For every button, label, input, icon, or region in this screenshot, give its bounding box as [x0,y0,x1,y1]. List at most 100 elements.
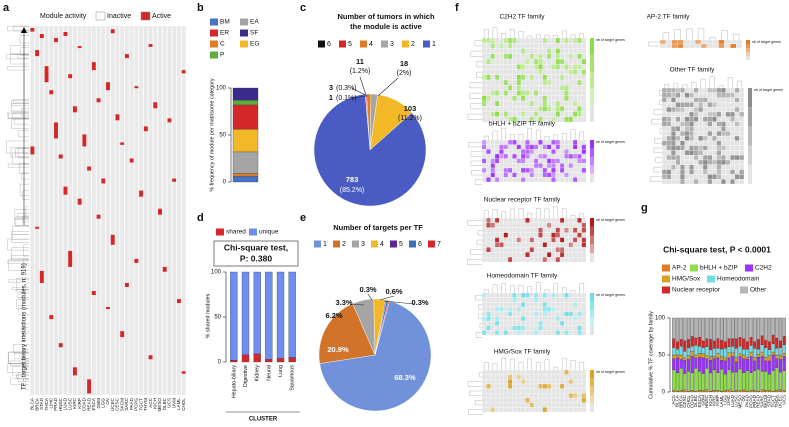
family-cell [568,53,574,60]
family-cell [730,155,736,161]
bar-segment [694,345,698,356]
family-cell [555,237,561,243]
family-cell [572,227,578,233]
family-cell [739,150,745,156]
arrow-head [21,27,27,33]
family-cell [494,69,500,75]
family-cell [516,292,522,298]
family-cell [568,37,574,44]
family-cell [538,149,543,155]
family-cell [551,217,556,224]
family-cell [564,252,569,258]
family-cell [581,232,587,238]
legend-swatch [216,228,224,236]
family-cell [581,74,587,81]
dendrogram [13,26,29,32]
dendrogram [470,151,482,157]
active-cell [39,270,44,283]
family-cell [568,252,574,258]
family-cell [529,330,535,336]
bar-segment [738,337,742,347]
family-cell [520,69,526,75]
bar-segment [232,104,259,130]
family-cell [581,325,587,331]
active-cell [172,178,177,182]
bar-segment [745,359,750,371]
family-cell [559,144,565,150]
family-cell [711,116,717,122]
family-cell [581,393,587,399]
bar-segment [253,353,261,363]
family-cell [529,402,535,408]
data-label: 0.6% [385,287,402,296]
family-cell [725,97,731,103]
bar-segment [771,343,775,353]
family-cell [503,320,509,326]
column-label: SARC [124,397,129,410]
family-cell [675,116,681,122]
family-cell [568,111,574,117]
family-cell [507,79,513,86]
dendrogram [8,352,29,364]
family-cell [577,379,582,385]
family-cell [564,149,569,155]
family-cell [559,388,565,394]
family-cell [680,107,685,113]
dendrogram [553,134,558,140]
dendrogram [501,358,506,370]
bar-segment [720,360,724,370]
bar-segment [760,344,764,353]
family-cell [494,242,500,248]
family-cell [675,159,681,165]
family-cell [538,106,543,112]
family-cell [499,320,504,326]
family-cell [520,325,526,331]
family-cell [499,149,504,155]
family-cell [520,48,526,54]
bar-segment [683,351,687,359]
family-cell [520,407,526,413]
family-cell [734,159,740,165]
heatmap-column [82,26,87,395]
bar-segment [679,359,683,369]
family-cell [494,222,500,228]
family-cell [551,306,556,312]
color-scale [590,235,594,245]
pie-slice [318,303,376,364]
family-cell [486,320,491,326]
dendrogram [11,255,29,261]
family-cell [661,97,667,103]
family-cell [507,227,513,233]
data-label: 103 [404,104,417,113]
family-cell [538,111,543,117]
family-cell [568,369,574,375]
family-cell [693,116,699,122]
family-cell [551,369,556,375]
dendrogram [553,283,558,293]
family-cell [516,383,522,389]
family-cell [725,150,731,156]
family-cell [555,325,561,331]
family-cell [486,106,491,112]
bar-segment [775,358,779,368]
family-cell [666,131,672,137]
family-cell [693,145,699,151]
family-cell [555,297,561,303]
dendrogram [11,103,29,112]
family-cell [581,95,587,102]
family-cell [716,159,722,165]
family-cell [542,172,548,178]
family-cell [516,374,522,380]
family-cell [499,53,504,60]
family-cell [512,90,517,96]
legend-label: 3 [361,241,365,248]
heatmap-column [124,26,129,395]
family-cell [520,379,526,385]
family-cell [503,79,509,86]
dendrogram [16,374,29,380]
active-cell [68,250,73,267]
family-cell [695,43,702,49]
family-cell [551,37,556,44]
dendrogram [7,279,29,283]
dendrogram [7,163,29,168]
